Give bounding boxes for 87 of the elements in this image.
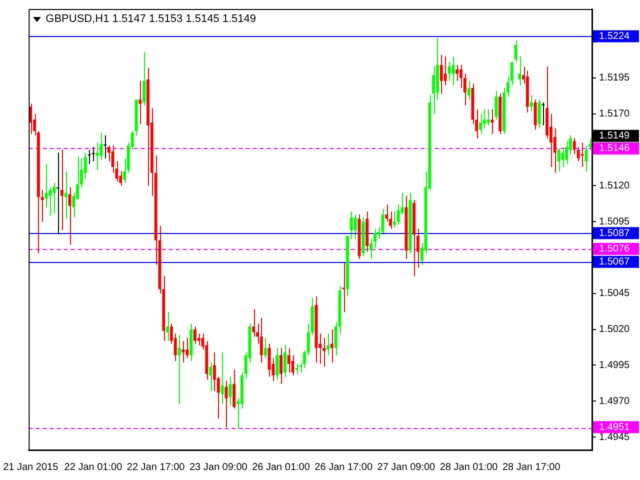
candlestick bbox=[96, 142, 99, 170]
candlestick bbox=[584, 144, 588, 172]
candlestick bbox=[103, 134, 106, 159]
candlestick bbox=[276, 348, 279, 380]
candlestick bbox=[459, 64, 462, 89]
candlestick bbox=[228, 376, 232, 406]
candlestick bbox=[166, 312, 170, 342]
x-tick-label: 26 Jan 17:00 bbox=[314, 462, 373, 473]
y-tick-label: 1.5045 bbox=[599, 288, 630, 300]
x-tick-label: 23 Jan 09:00 bbox=[189, 462, 248, 473]
candlestick bbox=[302, 350, 306, 369]
x-tick-label: 28 Jan 01:00 bbox=[440, 462, 498, 473]
candlestick bbox=[52, 182, 56, 214]
candlestick bbox=[542, 102, 545, 126]
candlestick bbox=[220, 352, 224, 405]
candlestick bbox=[530, 94, 533, 112]
y-tick-label: 1.5120 bbox=[599, 180, 630, 192]
candlestick bbox=[514, 40, 518, 63]
candlestick bbox=[385, 204, 388, 222]
y-tick-label: 1.4970 bbox=[599, 396, 630, 407]
candlestick bbox=[142, 52, 146, 106]
candlestick bbox=[40, 189, 44, 222]
candlestick bbox=[350, 211, 353, 240]
candlestick bbox=[64, 170, 68, 220]
candlestick bbox=[283, 344, 286, 378]
chart-title: GBPUSD,H1 1.5147 1.5153 1.5145 1.5149 bbox=[46, 13, 256, 25]
candlestick bbox=[432, 66, 436, 114]
y-tick-label: 1.5195 bbox=[599, 72, 630, 84]
candlestick bbox=[56, 152, 60, 236]
candlestick bbox=[88, 149, 91, 165]
candlestick bbox=[440, 54, 443, 94]
candlestick bbox=[232, 369, 236, 409]
y-tick-label: 1.4995 bbox=[599, 360, 630, 371]
candlestick bbox=[326, 333, 330, 356]
candlestick bbox=[306, 323, 310, 356]
candlestick bbox=[182, 340, 185, 363]
ref-line-label: 1.5076 bbox=[599, 244, 630, 255]
candlestick bbox=[295, 363, 298, 374]
candlestick bbox=[479, 113, 482, 134]
candlestick bbox=[494, 90, 498, 120]
candlestick bbox=[576, 146, 580, 162]
y-tick-label: 1.5170 bbox=[599, 108, 630, 120]
candlestick bbox=[448, 62, 451, 82]
ref-line-label: 1.5087 bbox=[599, 228, 630, 239]
candlestick bbox=[565, 140, 568, 165]
candlestick bbox=[538, 99, 541, 129]
candlestick bbox=[452, 56, 455, 86]
candlestick bbox=[92, 146, 95, 162]
x-tick-label: 28 Jan 17:00 bbox=[502, 462, 561, 473]
x-tick-label: 22 Jan 01:00 bbox=[64, 462, 123, 473]
candlestick bbox=[444, 56, 447, 86]
candlestick bbox=[518, 56, 522, 86]
candlestick bbox=[213, 352, 216, 392]
ref-line-label: 1.5224 bbox=[599, 31, 630, 42]
y-tick-label: 1.5020 bbox=[599, 324, 630, 336]
ref-line-label: 1.5067 bbox=[599, 256, 630, 268]
y-tick-label: 1.5095 bbox=[599, 216, 630, 228]
candlestick bbox=[138, 80, 142, 124]
x-tick-label: 21 Jan 2015 bbox=[3, 462, 59, 473]
candlestick bbox=[561, 149, 564, 168]
candlestick bbox=[396, 204, 400, 225]
candlestick bbox=[264, 337, 267, 359]
x-tick-label: 22 Jan 17:00 bbox=[126, 462, 186, 473]
candlestick bbox=[260, 317, 263, 363]
candlestick bbox=[197, 333, 200, 346]
candlestick bbox=[392, 211, 396, 228]
candlestick bbox=[193, 326, 196, 344]
ref-line-label: 1.4951 bbox=[599, 422, 630, 433]
candlestick bbox=[209, 362, 212, 392]
candlestick bbox=[252, 308, 256, 338]
candlestick bbox=[60, 149, 64, 231]
candlestick bbox=[330, 328, 334, 363]
candlestick bbox=[456, 64, 458, 82]
candlestick bbox=[486, 109, 490, 126]
candlestick bbox=[287, 348, 290, 373]
candlestick bbox=[381, 208, 384, 236]
x-tick-label: 26 Jan 01:00 bbox=[252, 462, 310, 473]
candlestick bbox=[280, 348, 282, 384]
candlestick bbox=[322, 337, 326, 368]
x-tick-label: 27 Jan 09:00 bbox=[377, 462, 436, 473]
candlestick bbox=[186, 337, 189, 359]
y-tick-label: 1.4945 bbox=[599, 432, 630, 443]
candlestick bbox=[354, 214, 357, 240]
text: 1.5149 bbox=[599, 130, 630, 142]
candlestick bbox=[342, 261, 346, 313]
candlestick bbox=[572, 138, 576, 155]
ref-line-label: 1.5146 bbox=[599, 143, 630, 154]
